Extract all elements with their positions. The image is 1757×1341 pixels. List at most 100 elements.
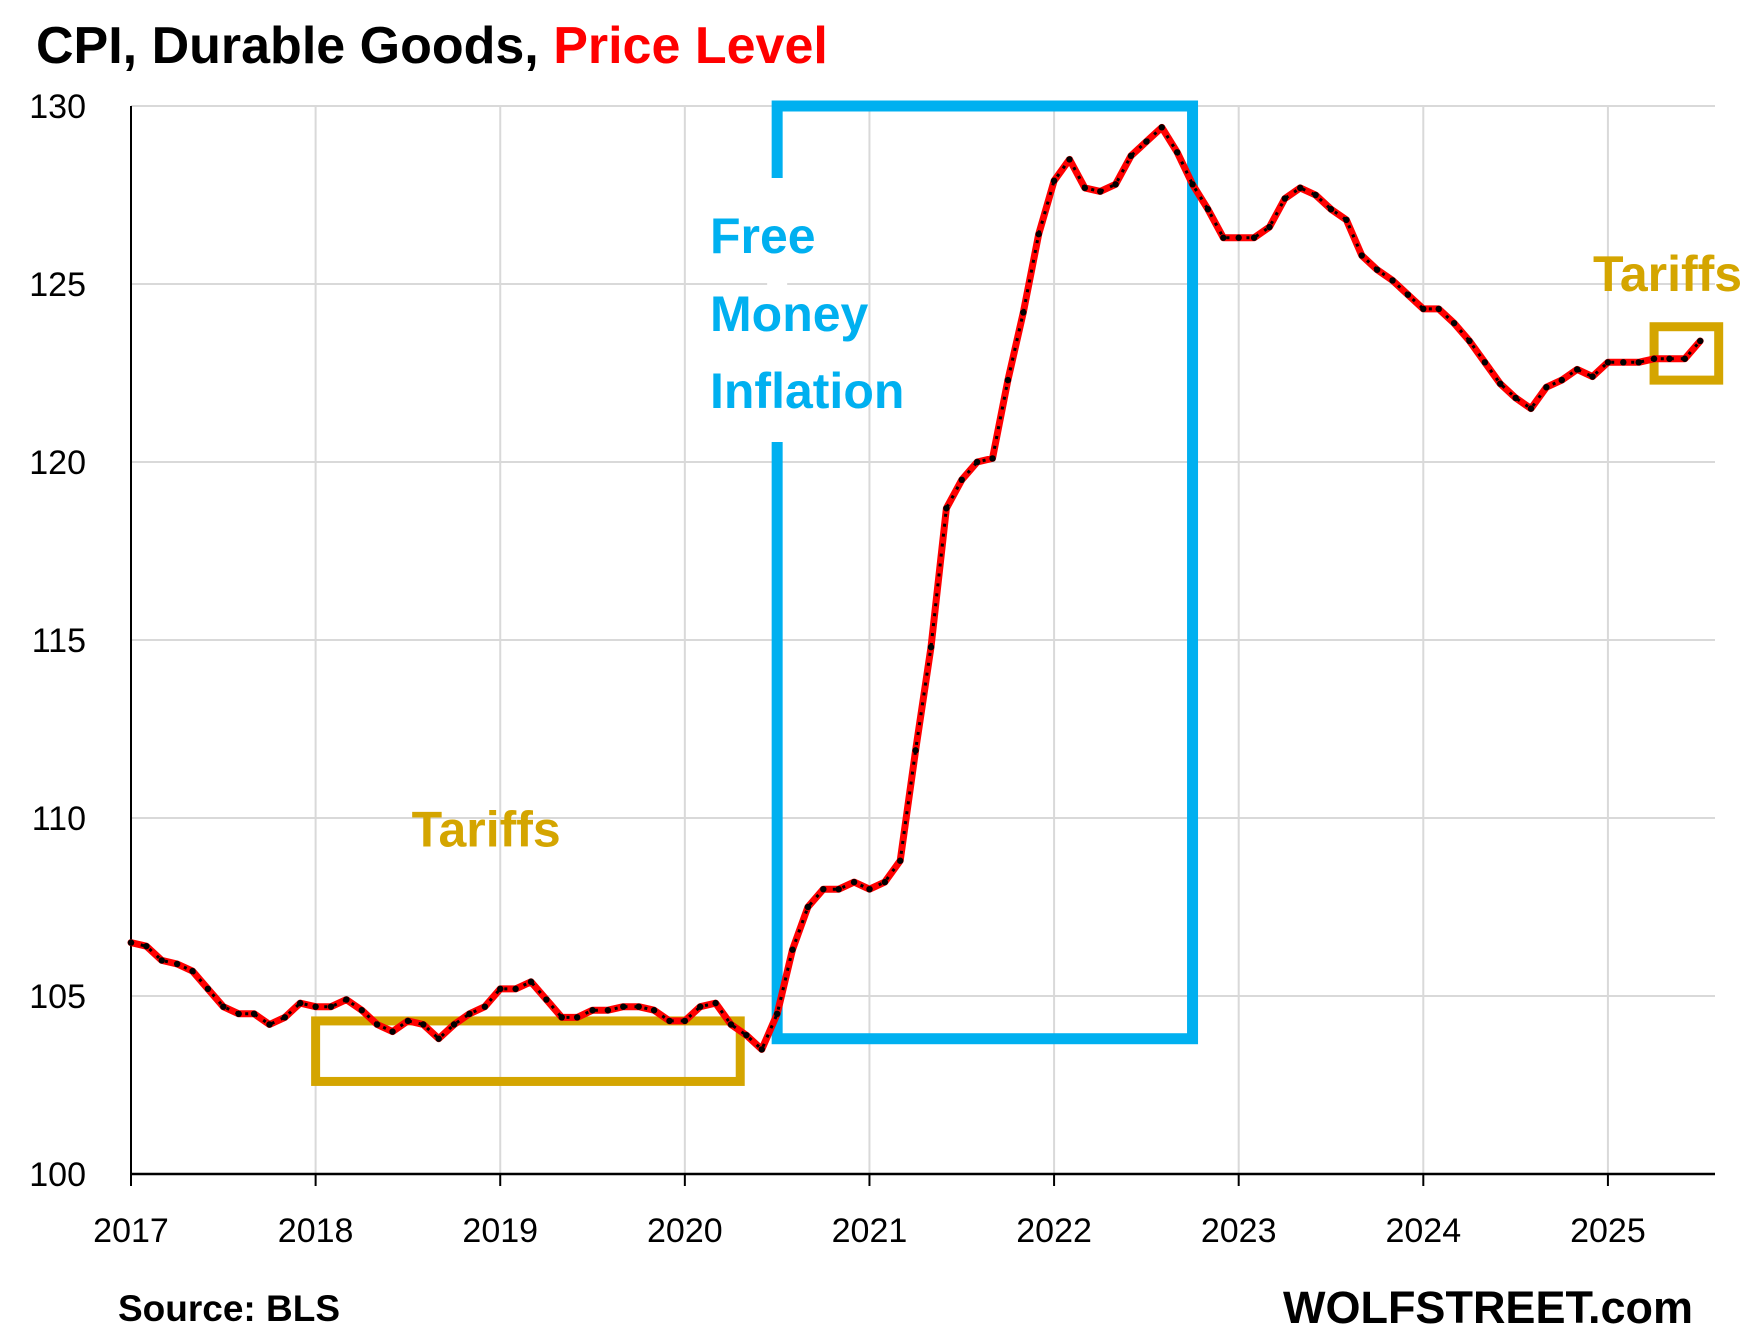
tariffs-box-2025 [1649, 322, 1724, 385]
series-line-dashes [130, 125, 1702, 1052]
data-point [973, 458, 981, 466]
data-point [1189, 181, 1196, 188]
data-point [404, 1017, 412, 1025]
tariffs-box-2018 [311, 1016, 745, 1086]
tariffs-label-2025: Tariffs [1593, 246, 1742, 302]
data-point [1389, 277, 1396, 284]
free-money-label-line: Free [710, 208, 816, 264]
data-point [173, 960, 181, 968]
data-point [897, 857, 904, 864]
data-point [758, 1046, 765, 1053]
x-tick-label: 2018 [278, 1212, 354, 1250]
data-point [189, 967, 196, 975]
data-point [1097, 188, 1104, 195]
data-point [1066, 156, 1073, 163]
data-point [435, 1035, 442, 1042]
data-point [343, 996, 350, 1003]
data-point [1250, 234, 1258, 241]
x-tick-label: 2024 [1385, 1212, 1461, 1250]
data-point [835, 886, 842, 893]
data-point [1020, 309, 1027, 316]
data-point [497, 985, 504, 993]
data-point [1004, 376, 1012, 384]
tariffs-label-2018: Tariffs [412, 801, 561, 857]
data-point [1481, 359, 1489, 366]
data-point [789, 946, 796, 953]
data-point [1158, 124, 1165, 131]
data-point [1266, 223, 1273, 231]
data-point [804, 903, 812, 911]
data-point [1512, 394, 1519, 402]
data-point [1666, 355, 1673, 362]
source-note: Source: BLS [118, 1288, 341, 1329]
data-point [727, 1021, 735, 1028]
data-point [1373, 266, 1381, 273]
data-point [573, 1014, 581, 1021]
data-point [1604, 359, 1612, 366]
data-point [1112, 181, 1119, 188]
data-point [158, 957, 165, 964]
annotation-boxes [311, 100, 1724, 1086]
data-point [743, 1031, 750, 1039]
series-line [127, 123, 1704, 1053]
x-tick-label: 2023 [1201, 1212, 1277, 1250]
data-point [650, 1007, 658, 1014]
data-point [250, 1010, 258, 1017]
data-point [1573, 366, 1581, 373]
data-point [297, 999, 304, 1007]
x-tick-label: 2025 [1570, 1212, 1646, 1250]
data-point [1220, 234, 1227, 241]
data-point [635, 1003, 642, 1010]
y-tick-label: 125 [29, 266, 86, 304]
data-point [1527, 405, 1535, 412]
data-point [958, 476, 965, 483]
data-point [666, 1017, 673, 1025]
data-point [1620, 359, 1627, 366]
data-point [820, 886, 827, 893]
data-point [1358, 252, 1365, 259]
data-point [312, 1003, 319, 1010]
data-point [1127, 152, 1135, 160]
data-point [881, 878, 889, 886]
data-point [373, 1021, 381, 1028]
data-point [697, 1003, 704, 1010]
chart-title: CPI, Durable Goods, Price Level [36, 6, 828, 86]
data-point [1343, 216, 1350, 224]
data-point [866, 886, 873, 893]
y-tick-label: 130 [29, 88, 86, 126]
data-point [512, 985, 519, 993]
y-tick-label: 100 [29, 1156, 86, 1194]
data-point [558, 1014, 565, 1021]
data-point [1435, 305, 1442, 313]
data-point [1281, 195, 1289, 202]
data-point [1497, 380, 1504, 387]
y-tick-label: 120 [29, 444, 86, 482]
x-tick-label: 2017 [93, 1212, 169, 1250]
data-point [1312, 191, 1319, 199]
y-tick-label: 105 [29, 978, 86, 1016]
data-point [389, 1028, 396, 1035]
free-money-box-gap [767, 178, 788, 442]
data-point [1173, 149, 1181, 156]
data-point [943, 505, 950, 512]
free-money-label-line: Money [710, 286, 869, 342]
data-point [589, 1007, 596, 1014]
data-point [204, 985, 212, 993]
data-point [1589, 373, 1596, 380]
data-point [327, 1003, 335, 1010]
data-point [127, 939, 135, 946]
data-point [358, 1007, 365, 1014]
data-point [143, 942, 150, 950]
data-point [1558, 376, 1565, 384]
data-point [773, 1010, 781, 1017]
free-money-inflation-box [771, 100, 1199, 1045]
data-point [681, 1017, 689, 1025]
data-point [1404, 291, 1412, 298]
data-point [912, 747, 919, 754]
data-point [450, 1021, 458, 1028]
annotation-labels: Tariffs Tariffs Free Money Inflation [412, 208, 1742, 857]
data-point [466, 1010, 473, 1017]
data-point [1450, 319, 1458, 327]
data-point [1697, 337, 1704, 345]
